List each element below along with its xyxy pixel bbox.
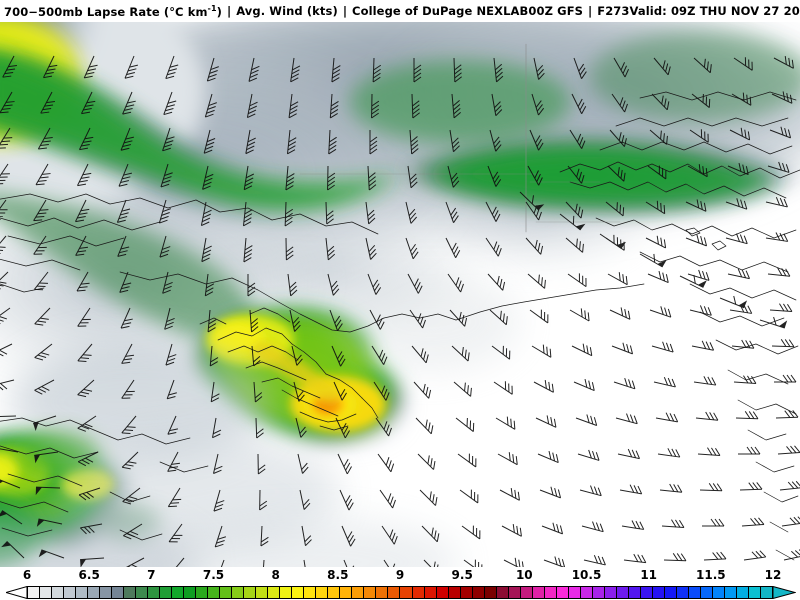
colorbar-segment (316, 587, 329, 598)
colorbar-segment (484, 587, 497, 598)
colorbar-segment (172, 587, 185, 598)
colorbar-segment (628, 587, 641, 598)
tick-label: 6 (22, 568, 32, 582)
colorbar-segment (148, 587, 161, 598)
colorbar-segment (100, 587, 113, 598)
colorbar-segment (436, 587, 449, 598)
colorbar-extend-high (772, 586, 796, 599)
tick-label: 9 (395, 568, 405, 582)
colorbar-segment (160, 587, 173, 598)
title-divider-3: | (588, 4, 593, 18)
colorbar-segment (556, 587, 569, 598)
tick-label: 7 (147, 568, 156, 582)
map-canvas[interactable] (0, 22, 800, 568)
colorbar-segment (124, 587, 137, 598)
map-graphic (0, 22, 800, 567)
colorbar-segment (592, 587, 605, 598)
tick-label: 8 (271, 568, 280, 582)
colorbar-segment (412, 587, 425, 598)
colorbar-segment (664, 587, 677, 598)
colorbar-segment (328, 587, 341, 598)
colorbar-segment (220, 587, 233, 598)
colorbar-segment (112, 587, 125, 598)
title-bar: 700−500mb Lapse Rate (°C km-1) | Avg. Wi… (0, 0, 800, 22)
colorbar-segments[interactable] (27, 586, 773, 599)
tick-label: 12 (764, 568, 782, 582)
colorbar[interactable] (0, 585, 800, 600)
colorbar-segment (604, 587, 617, 598)
tick-label: 10 (515, 568, 533, 582)
colorbar-segment (616, 587, 629, 598)
colorbar-segment (544, 587, 557, 598)
colorbar-segment (520, 587, 533, 598)
source-title: College of DuPage NEXLAB (352, 4, 529, 18)
colorbar-segment (184, 587, 197, 598)
product-title: 700−500mb Lapse Rate (°C km-1) (4, 3, 222, 19)
colorbar-segment (424, 587, 437, 598)
colorbar-segment (724, 587, 737, 598)
colorbar-segment (448, 587, 461, 598)
colorbar-segment (760, 587, 772, 598)
colorbar-segment (676, 587, 689, 598)
colorbar-segment (736, 587, 749, 598)
colorbar-segment (28, 587, 41, 598)
colorbar-segment (700, 587, 713, 598)
colorbar-segment (352, 587, 365, 598)
colorbar-segment (52, 587, 65, 598)
colorbar-segment (496, 587, 509, 598)
valid-time: Valid: 09Z THU NOV 27 2025 (629, 4, 800, 18)
colorbar-segment (400, 587, 413, 598)
tick-label: 10.5 (571, 568, 602, 582)
colorbar-tick-labels: 6 6.5 7 7.5 8 8.5 9 9.5 10 10.5 11 11.5 … (0, 567, 800, 585)
title-divider-1: | (226, 4, 232, 18)
colorbar-segment (40, 587, 53, 598)
model-cycle: 00Z GFS (528, 4, 584, 18)
tick-label: 11.5 (695, 568, 726, 582)
colorbar-segment (568, 587, 581, 598)
forecast-hour: F273 (597, 4, 630, 18)
tick-label: 6.5 (78, 568, 100, 582)
colorbar-segment (388, 587, 401, 598)
title-divider-2: | (342, 4, 348, 18)
colorbar-segment (280, 587, 293, 598)
colorbar-segment (268, 587, 281, 598)
colorbar-segment (688, 587, 701, 598)
colorbar-segment (208, 587, 221, 598)
tick-label: 9.5 (451, 568, 473, 582)
colorbar-segment (340, 587, 353, 598)
tick-label: 8.5 (327, 568, 349, 582)
overlay-title: Avg. Wind (kts) (236, 4, 338, 18)
colorbar-segment (64, 587, 77, 598)
tick-label: 7.5 (202, 568, 225, 582)
tick-label: 11 (640, 568, 658, 582)
colorbar-segment (232, 587, 245, 598)
colorbar-segment (196, 587, 209, 598)
colorbar-extend-low (6, 586, 28, 599)
colorbar-segment (76, 587, 89, 598)
colorbar-segment (712, 587, 725, 598)
colorbar-segment (244, 587, 257, 598)
colorbar-segment (304, 587, 317, 598)
colorbar-segment (652, 587, 665, 598)
colorbar-segment (376, 587, 389, 598)
colorbar-segment (88, 587, 101, 598)
colorbar-segment (508, 587, 521, 598)
colorbar-segment (364, 587, 377, 598)
colorbar-segment (256, 587, 269, 598)
colorbar-segment (472, 587, 485, 598)
colorbar-segment (580, 587, 593, 598)
colorbar-segment (532, 587, 545, 598)
colorbar-segment (748, 587, 761, 598)
colorbar-segment (136, 587, 149, 598)
colorbar-segment (460, 587, 473, 598)
colorbar-segment (640, 587, 653, 598)
colorbar-segment (292, 587, 305, 598)
